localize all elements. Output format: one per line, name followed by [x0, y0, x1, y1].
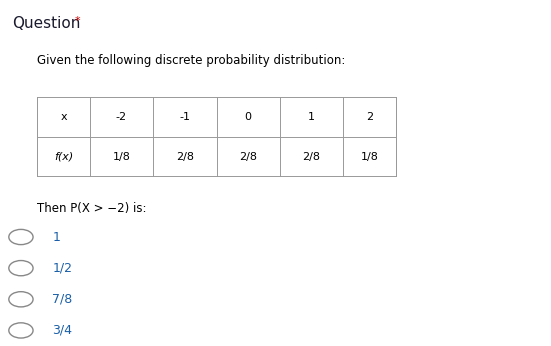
Text: 7/8: 7/8 [52, 293, 73, 306]
Text: Question: Question [12, 16, 80, 30]
Text: Then P(X > −2) is:: Then P(X > −2) is: [37, 202, 147, 216]
Text: 1: 1 [308, 112, 315, 122]
Text: 1/8: 1/8 [360, 152, 379, 162]
Text: 3/4: 3/4 [52, 324, 72, 337]
Text: 1/2: 1/2 [52, 262, 72, 275]
Text: -2: -2 [116, 112, 127, 122]
Text: 2/8: 2/8 [176, 152, 194, 162]
Text: 2/8: 2/8 [302, 152, 321, 162]
Text: -1: -1 [180, 112, 190, 122]
Text: 2: 2 [366, 112, 373, 122]
Text: x: x [60, 112, 67, 122]
Text: f(x): f(x) [54, 152, 73, 162]
Text: 1/8: 1/8 [112, 152, 131, 162]
Text: 0: 0 [245, 112, 252, 122]
Text: Given the following discrete probability distribution:: Given the following discrete probability… [37, 54, 346, 67]
Text: *: * [74, 16, 80, 26]
Text: 1: 1 [52, 230, 60, 244]
Text: 2/8: 2/8 [239, 152, 257, 162]
